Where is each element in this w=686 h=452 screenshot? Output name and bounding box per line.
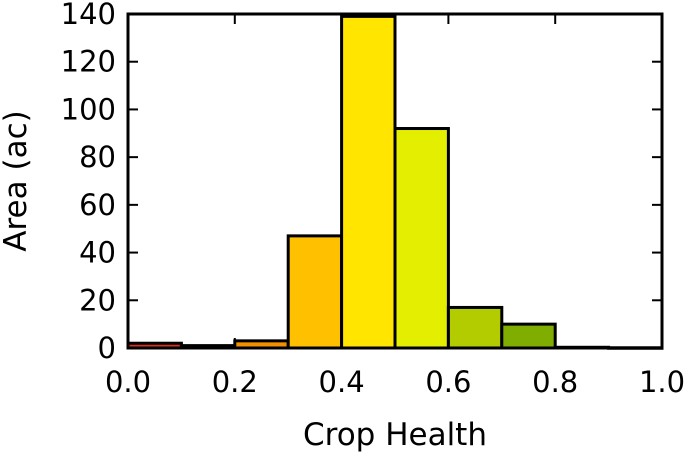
y-tick-label-7: 140 xyxy=(61,0,116,31)
y-tick-labels: 0 20 40 60 80 100 120 140 xyxy=(61,0,116,365)
histogram-bar-4 xyxy=(340,14,397,350)
x-tick-label-0: 0.0 xyxy=(105,365,151,399)
histogram-bars xyxy=(126,14,664,350)
x-tick-label-1: 0.2 xyxy=(212,365,258,399)
x-tick-label-3: 0.6 xyxy=(425,365,471,399)
y-tick-label-5: 100 xyxy=(61,92,116,126)
histogram-bar-6 xyxy=(446,305,504,350)
y-tick-label-2: 40 xyxy=(79,236,116,270)
histogram-bar-3 xyxy=(286,234,344,350)
y-tick-label-3: 60 xyxy=(79,188,116,222)
axis-ticks xyxy=(127,13,663,349)
y-tick-label-0: 0 xyxy=(98,331,116,365)
y-tick-label-4: 80 xyxy=(79,140,116,174)
x-tick-label-5: 1.0 xyxy=(639,365,685,399)
y-tick-label-6: 120 xyxy=(61,45,116,79)
y-axis-title: Area (ac) xyxy=(0,110,34,251)
histogram-bar-7 xyxy=(500,322,557,350)
histogram-bar-5 xyxy=(393,127,450,350)
x-tick-label-4: 0.8 xyxy=(532,365,578,399)
x-axis-title: Crop Health xyxy=(303,417,487,452)
y-tick-label-1: 20 xyxy=(79,283,116,317)
x-tick-labels: 0.0 0.2 0.4 0.6 0.8 1.0 xyxy=(105,365,685,399)
x-tick-label-2: 0.4 xyxy=(319,365,365,399)
plot-frame xyxy=(126,12,664,350)
